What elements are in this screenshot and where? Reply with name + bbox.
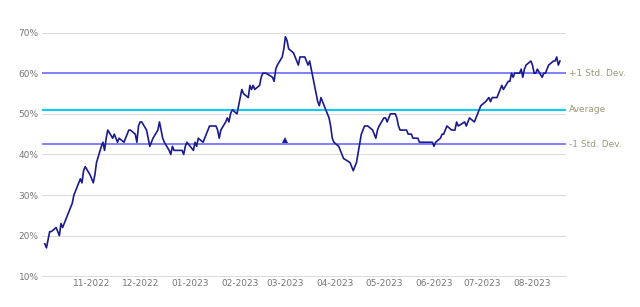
Text: -1 Std. Dev.: -1 Std. Dev. (569, 140, 622, 149)
Text: Average: Average (569, 105, 606, 114)
Text: +1 Std. Dev.: +1 Std. Dev. (569, 69, 626, 78)
